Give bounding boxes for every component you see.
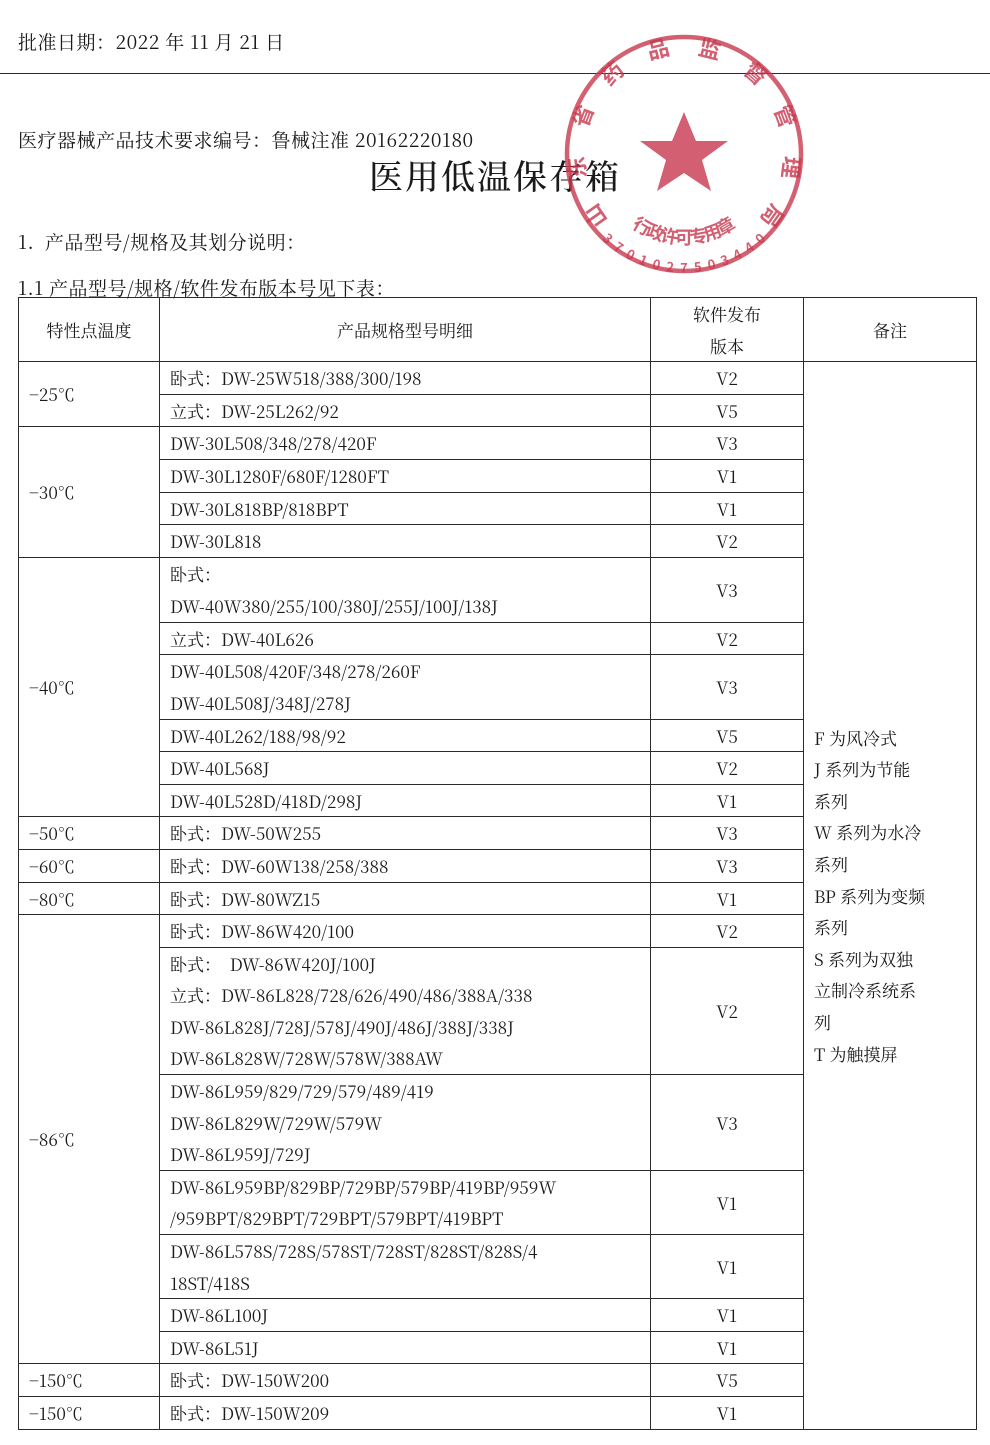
- svg-text:山: 山: [575, 198, 614, 234]
- svg-text:7: 7: [680, 258, 688, 277]
- svg-text:监: 监: [696, 30, 725, 66]
- svg-text:药: 药: [593, 53, 631, 92]
- svg-text:局: 局: [754, 198, 793, 234]
- svg-text:督: 督: [738, 53, 776, 92]
- svg-text:2: 2: [665, 256, 675, 276]
- svg-text:品: 品: [643, 30, 672, 66]
- svg-text:5: 5: [693, 256, 703, 276]
- svg-text:东: 东: [559, 155, 594, 181]
- svg-text:理: 理: [775, 155, 810, 181]
